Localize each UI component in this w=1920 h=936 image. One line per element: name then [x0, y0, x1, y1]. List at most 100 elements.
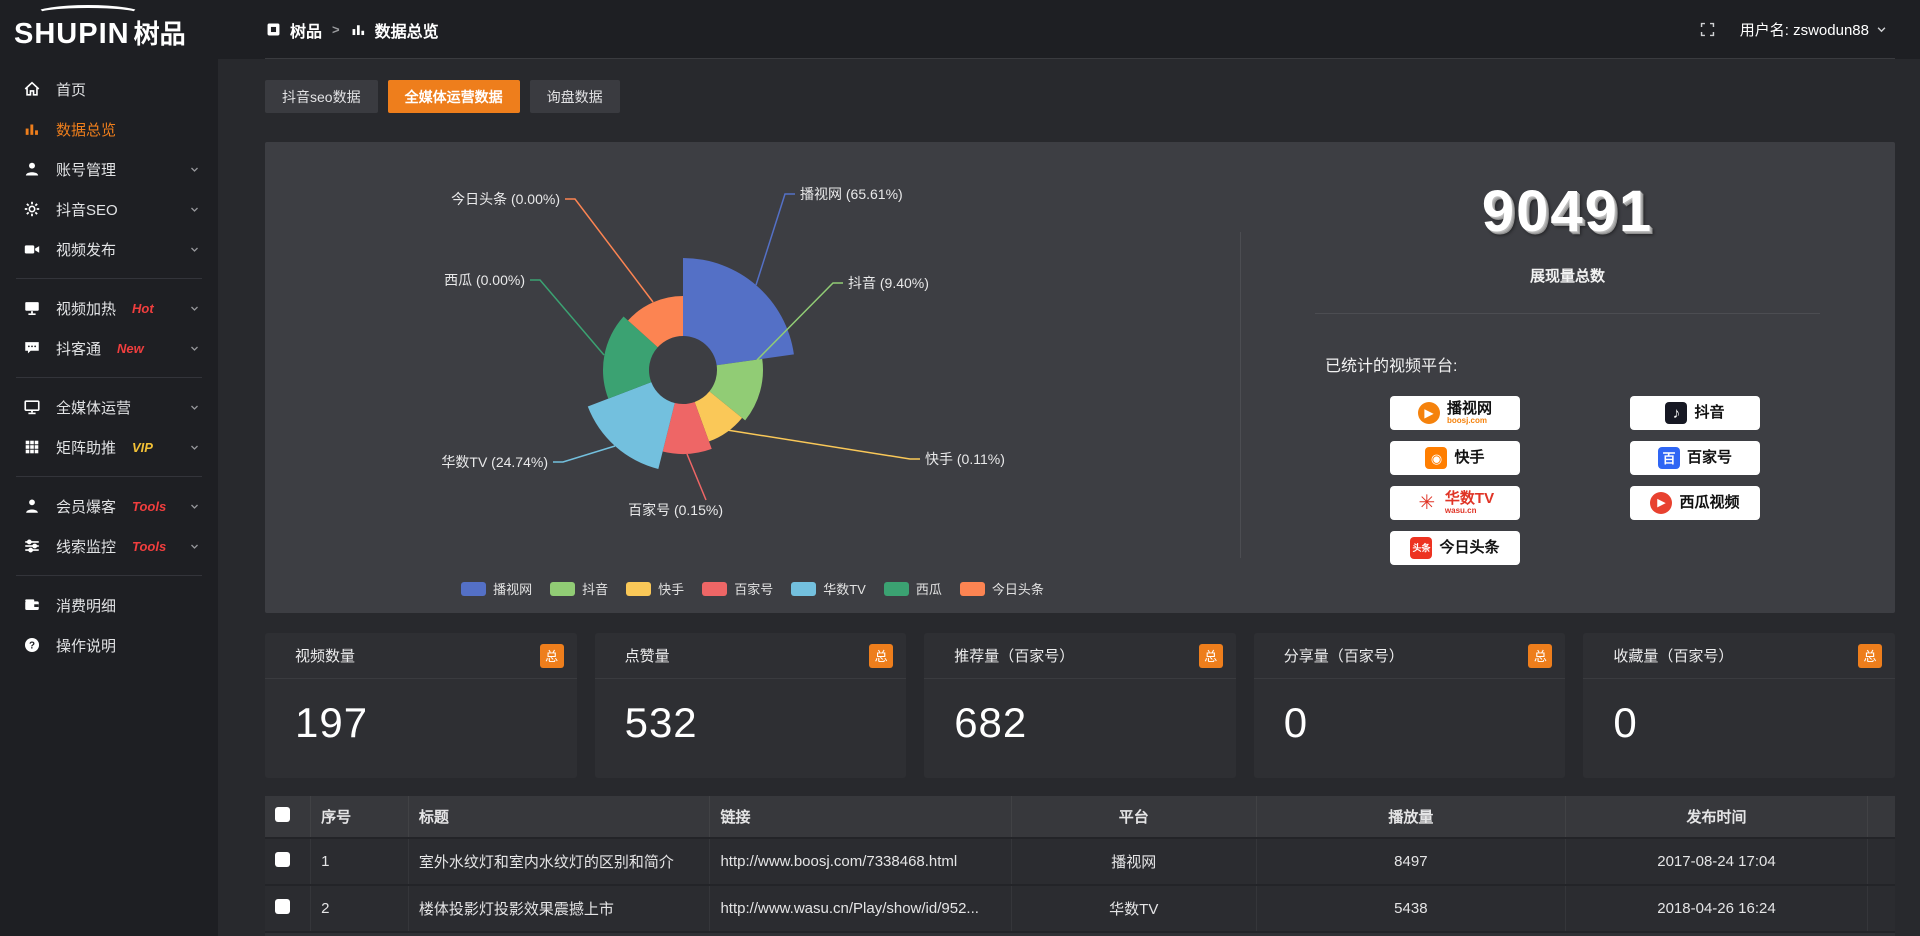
table-body: 1 室外水纹灯和室内水纹灯的区别和简介 http://www.boosj.com/7… — [265, 838, 1895, 933]
video-url-link[interactable]: http://www.wasu.cn/Play/show/id/952... — [709, 885, 1013, 933]
sidebar-item-label: 全媒体运营 — [56, 399, 132, 417]
monitor-icon — [22, 397, 42, 417]
sidebar-item-抖客通[interactable]: 抖客通 New — [0, 328, 218, 368]
legend-item-西瓜[interactable]: 西瓜 — [883, 579, 942, 598]
stat-card-推荐量（百家号）: 推荐量（百家号） 总 682 — [924, 633, 1236, 778]
legend-item-快手[interactable]: 快手 — [626, 579, 684, 598]
legend-item-抖音[interactable]: 抖音 — [550, 579, 608, 598]
legend-item-播视网[interactable]: 播视网 — [461, 579, 532, 598]
sidebar-item-会员爆客[interactable]: 会员爆客 Tools — [0, 486, 218, 526]
publish-time-cell: 2018-04-26 16:24 — [1565, 885, 1868, 933]
baijiahao-icon: 百 — [1657, 447, 1680, 469]
sidebar-item-badge: Tools — [132, 538, 167, 554]
legend-swatch — [791, 581, 817, 596]
legend-item-华数TV[interactable]: 华数TV — [791, 579, 866, 598]
sidebar-item-视频发布[interactable]: 视频发布 — [0, 229, 218, 269]
pie-slice-华数TV[interactable] — [587, 382, 675, 469]
sidebar-item-账号管理[interactable]: 账号管理 — [0, 149, 218, 189]
pie-slice-抖音[interactable] — [709, 358, 763, 421]
sidebar-item-消费明细[interactable]: 消费明细 — [0, 585, 218, 625]
home-icon — [22, 79, 42, 99]
platform-badge-西瓜视频: ▶ 西瓜视频 — [1630, 486, 1760, 520]
stat-label: 推荐量（百家号） — [954, 648, 1075, 665]
tab-全媒体运营数据[interactable]: 全媒体运营数据 — [387, 80, 520, 113]
legend-item-今日头条[interactable]: 今日头条 — [959, 579, 1044, 598]
legend-item-百家号[interactable]: 百家号 — [702, 579, 773, 598]
platforms-grid: ▶ 播视网 boosj.com ♪ 抖音 ◉ 快手 百百家号 ✳ 华数TV wasu.cn ▶ 西瓜视频… — [1390, 396, 1810, 565]
video-url-link[interactable]: http://www.boosj.com/7338468.html — [709, 838, 1013, 886]
douyin-icon: ♪ — [1665, 402, 1688, 424]
sidebar-item-label: 抖客通 — [56, 340, 102, 358]
stat-card-收藏量（百家号）: 收藏量（百家号） 总 0 — [1583, 633, 1895, 778]
logo-text-cn: 树品 — [133, 19, 186, 49]
pie-slice-快手[interactable] — [694, 391, 743, 442]
rose-chart[interactable]: 播视网 (65.61%) 抖音 (9.40%) 快手 (0.11%) 百家号 (0.1… — [265, 142, 1240, 613]
chevron-down-icon — [187, 341, 202, 356]
stat-card-点赞量: 点赞量 总 532 — [594, 633, 907, 778]
sidebar-item-抖音SEO[interactable]: 抖音SEO — [0, 189, 218, 229]
total-badge: 总 — [1528, 643, 1553, 668]
publish-time-cell: 2017-08-24 17:04 — [1565, 838, 1868, 886]
data-tabs: 抖音seo数据 全媒体运营数据 询盘数据 — [265, 80, 1895, 113]
topbar: 树品 > 数据总览 用户名: zswodun88 — [218, 0, 1920, 59]
rose-chart-container: 播视网 (65.61%) 抖音 (9.40%) 快手 (0.11%) 百家号 (0.1… — [265, 142, 1240, 613]
tab-抖音seo数据[interactable]: 抖音seo数据 — [265, 80, 378, 113]
row-checkbox[interactable] — [275, 852, 290, 867]
app-square-icon — [265, 21, 282, 38]
pie-slice-今日头条[interactable] — [628, 296, 683, 348]
pie-label-快手: 快手 (0.11%) — [925, 451, 1005, 467]
select-all-checkbox[interactable] — [275, 807, 290, 822]
pie-label-华数TV: 华数TV (24.74%) — [441, 454, 548, 470]
row-checkbox[interactable] — [275, 899, 290, 914]
fullscreen-icon[interactable] — [1699, 21, 1716, 38]
platform-name: 百家号 — [1686, 449, 1732, 467]
platform-cell: 华数TV — [1011, 885, 1257, 933]
breadcrumb: 树品 > 数据总览 — [265, 18, 439, 42]
platform-name: 华数TV — [1444, 489, 1495, 507]
row-index: 2 — [310, 885, 409, 933]
sidebar-item-全媒体运营[interactable]: 全媒体运营 — [0, 387, 218, 427]
platform-badge-今日头条: 头条 今日头条 — [1390, 531, 1520, 565]
overview-divider — [1315, 313, 1820, 314]
sidebar-item-数据总览[interactable]: 数据总览 — [0, 109, 218, 149]
pie-label-百家号: 百家号 (0.15%) — [628, 502, 723, 518]
chevron-down-icon — [187, 301, 202, 316]
sidebar-item-label: 操作说明 — [56, 637, 117, 655]
sidebar-item-操作说明[interactable]: ? 操作说明 — [0, 625, 218, 665]
sidebar-item-badge: VIP — [132, 439, 153, 455]
chevron-down-icon — [187, 242, 202, 257]
chat-icon — [22, 338, 42, 358]
stat-card-分享量（百家号）: 分享量（百家号） 总 0 — [1253, 633, 1566, 778]
sidebar-item-矩阵助推[interactable]: 矩阵助推 VIP — [0, 427, 218, 467]
video-title-link[interactable]: 室外水纹灯和室内水纹灯的区别和简介 — [408, 838, 711, 886]
wasu-icon: ✳ — [1418, 492, 1436, 514]
legend-label: 播视网 — [493, 582, 533, 597]
table-head: 序号 标题 链接 平台 播放量 发布时间 — [265, 796, 1895, 839]
pie-slice-播视网[interactable] — [683, 258, 794, 366]
video-title-link[interactable]: 楼体投影灯投影效果震撼上市 — [408, 885, 711, 933]
platform-name: 抖音 — [1694, 404, 1725, 422]
views-cell: 8497 — [1256, 838, 1567, 886]
pie-label-line — [553, 445, 616, 463]
stat-value: 0 — [1283, 699, 1309, 746]
pie-slice-西瓜[interactable] — [603, 316, 658, 399]
stat-card-header: 推荐量（百家号） 总 — [924, 633, 1236, 679]
tab-询盘数据[interactable]: 询盘数据 — [529, 80, 620, 113]
pie-label-西瓜: 西瓜 (0.00%) — [444, 272, 525, 288]
sidebar-item-视频加热[interactable]: 视频加热 Hot — [0, 288, 218, 328]
app-logo: SHUPIN 树品 — [0, 0, 218, 59]
column-header-标题: 标题 — [408, 796, 711, 839]
total-badge: 总 — [539, 643, 564, 668]
stat-label: 视频数量 — [295, 648, 356, 665]
stat-value: 0 — [1613, 699, 1638, 746]
chart-legend: 播视网 抖音 快手 百家号 华数TV 西瓜 今日头条 — [265, 579, 1240, 598]
stat-value: 197 — [295, 699, 369, 746]
overview-panel: 90491 展现量总数 已统计的视频平台: ▶ 播视网 boosj.com ♪ 抖音 ◉ 快… — [1240, 142, 1895, 613]
user-menu[interactable]: 用户名: zswodun88 — [1740, 19, 1890, 40]
sidebar-item-首页[interactable]: 首页 — [0, 69, 218, 109]
legend-swatch — [959, 581, 985, 596]
user-icon — [22, 159, 42, 179]
pie-slice-百家号[interactable] — [662, 401, 712, 455]
breadcrumb-root[interactable]: 树品 — [290, 23, 323, 41]
sidebar-item-线索监控[interactable]: 线索监控 Tools — [0, 526, 218, 566]
